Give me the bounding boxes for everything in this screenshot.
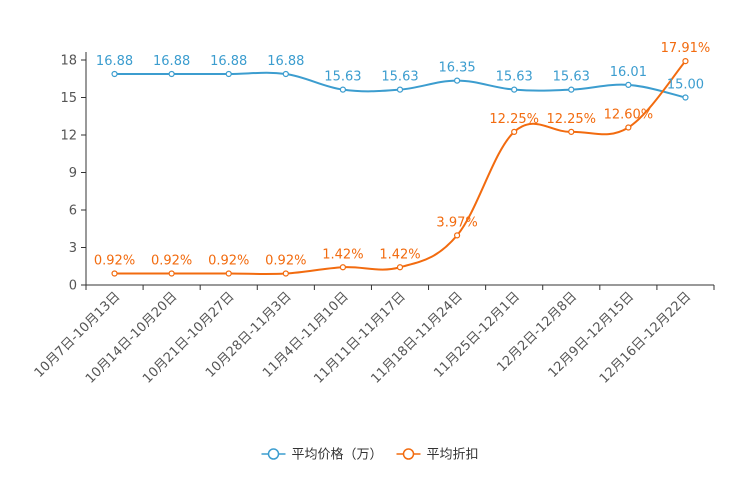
legend-marker bbox=[402, 448, 415, 460]
legend[interactable]: 平均价格（万） 平均折扣 bbox=[261, 447, 479, 463]
chart-axes bbox=[81, 52, 715, 290]
x-tick-labels: 10月7日-10月13日10月14日-10月20日10月21日-10月27日10… bbox=[32, 289, 695, 386]
data-point bbox=[453, 232, 461, 239]
data-point bbox=[625, 81, 632, 88]
data-label: 16.88 bbox=[267, 54, 304, 69]
data-point bbox=[453, 77, 461, 84]
data-label: 12.25% bbox=[546, 112, 596, 127]
data-point bbox=[339, 86, 347, 93]
legend-item-0[interactable]: 平均价格（万） bbox=[261, 447, 383, 463]
y-tick-label: 12 bbox=[60, 129, 77, 144]
data-point bbox=[568, 128, 575, 135]
series-lines bbox=[114, 60, 687, 275]
data-label: 17.91% bbox=[661, 41, 711, 56]
data-point bbox=[282, 70, 289, 78]
data-label: 3.97% bbox=[436, 215, 477, 230]
data-point bbox=[682, 58, 689, 65]
legend-label: 平均折扣 bbox=[427, 448, 479, 463]
data-label: 0.92% bbox=[265, 254, 306, 269]
data-point bbox=[568, 86, 575, 93]
data-label: 16.35 bbox=[438, 61, 475, 76]
data-label: 12.25% bbox=[489, 112, 539, 127]
legend-marker bbox=[267, 448, 280, 460]
data-label: 15.00 bbox=[667, 78, 704, 93]
data-label: 15.63 bbox=[324, 70, 361, 85]
y-tick-label: 0 bbox=[69, 279, 77, 294]
y-tick-label: 6 bbox=[69, 204, 77, 219]
data-label: 15.63 bbox=[381, 70, 418, 85]
series-points bbox=[111, 58, 689, 277]
data-point bbox=[168, 270, 175, 277]
data-label: 16.88 bbox=[210, 54, 247, 69]
data-point bbox=[111, 270, 118, 277]
series-line-1 bbox=[114, 60, 687, 275]
data-label: 0.92% bbox=[208, 254, 249, 269]
data-point bbox=[282, 270, 289, 277]
data-label: 16.88 bbox=[96, 54, 133, 69]
data-labels: 16.88 16.88 16.88 16.88 15.63 15.63 16.35 15.63… bbox=[94, 41, 710, 268]
data-point bbox=[111, 70, 118, 78]
y-tick-label: 18 bbox=[60, 54, 77, 69]
y-tick-label: 9 bbox=[69, 166, 77, 181]
data-point bbox=[625, 124, 632, 131]
data-point bbox=[339, 264, 347, 271]
data-label: 16.01 bbox=[610, 65, 647, 80]
legend-label: 平均价格（万） bbox=[292, 447, 383, 463]
data-label: 12.60% bbox=[604, 108, 654, 123]
data-label: 0.92% bbox=[151, 254, 192, 269]
data-label: 15.63 bbox=[553, 70, 590, 85]
data-label: 15.63 bbox=[496, 70, 533, 85]
y-tick-label: 15 bbox=[60, 91, 77, 106]
y-tick-label: 3 bbox=[69, 241, 77, 256]
legend-item-1[interactable]: 平均折扣 bbox=[396, 448, 479, 463]
data-point bbox=[396, 264, 404, 271]
data-point bbox=[682, 94, 689, 101]
data-point bbox=[396, 86, 404, 93]
data-point bbox=[225, 70, 232, 78]
data-label: 1.42% bbox=[379, 247, 420, 262]
data-point bbox=[168, 70, 175, 78]
data-label: 16.88 bbox=[153, 54, 190, 69]
data-point bbox=[225, 270, 232, 277]
y-tick-labels: 0 3 6 9 12 15 18 bbox=[60, 54, 77, 294]
data-label: 0.92% bbox=[94, 254, 135, 269]
data-point bbox=[511, 128, 518, 135]
data-point bbox=[511, 86, 518, 93]
data-label: 1.42% bbox=[322, 247, 363, 262]
